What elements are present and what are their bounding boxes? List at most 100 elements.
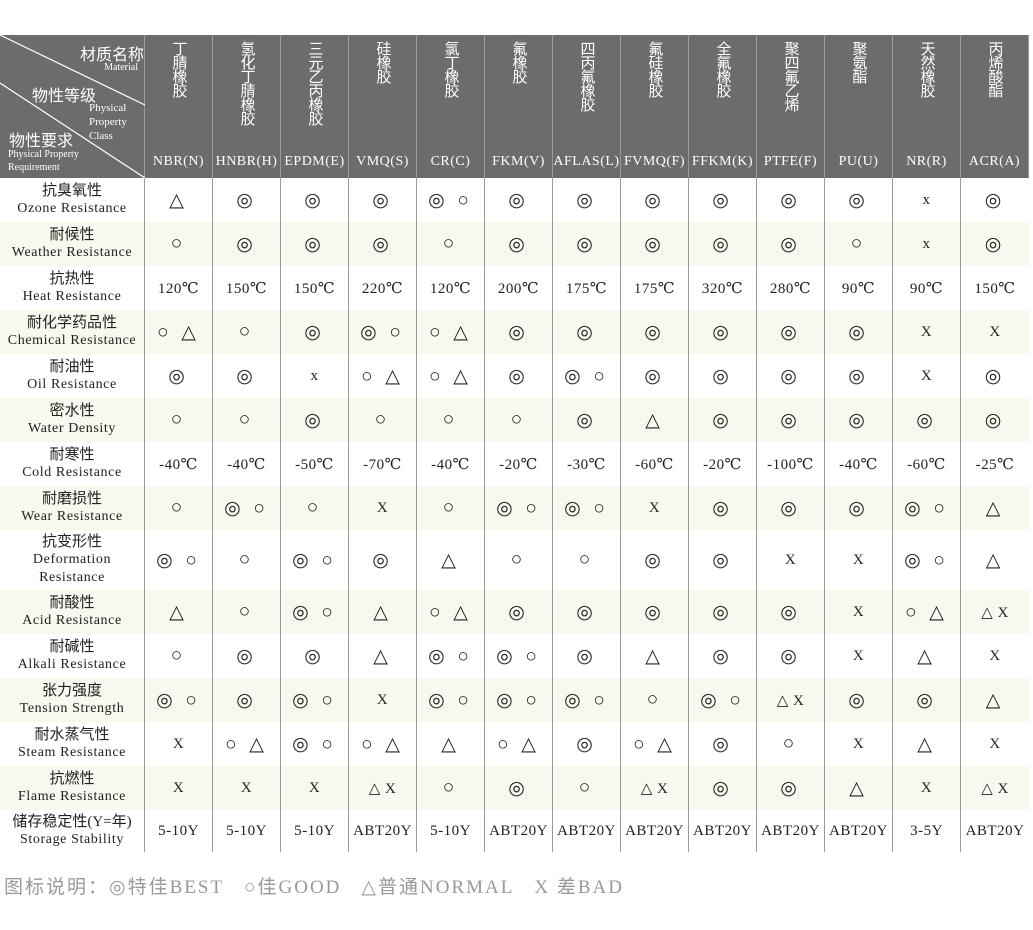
rating-value: -100℃ bbox=[767, 456, 814, 473]
diagonal-lines bbox=[0, 35, 145, 178]
rating-cell: 320℃ bbox=[689, 266, 757, 310]
rating-cell: ○ bbox=[213, 530, 281, 590]
material-code: FVMQ(F) bbox=[623, 154, 686, 169]
table-row: 耐酸性 Acid Resistance △ ○ ◎ ○ △ ○ △ ◎ ◎ ◎ ◎ ◎ X ○ △ △ X bbox=[0, 590, 1029, 634]
rating-cell: ○ △ bbox=[417, 310, 485, 354]
rating-value: △ bbox=[917, 733, 936, 755]
rating-value: ◎ bbox=[780, 601, 801, 623]
property-label-cell: 密水性 Water Density bbox=[0, 398, 145, 442]
property-name-en: Storage Stability bbox=[20, 832, 124, 847]
rating-value: ○ △ bbox=[361, 733, 404, 755]
rating-value: ○ bbox=[170, 409, 187, 430]
material-name-zh: 丙烯酸酯 bbox=[986, 41, 1003, 97]
rating-cell: ◎ bbox=[757, 310, 825, 354]
rating-value: 5-10Y bbox=[430, 822, 471, 839]
rating-cell: △ bbox=[145, 178, 213, 222]
rating-value: -40℃ bbox=[431, 456, 470, 473]
rating-value: ABT20Y bbox=[761, 822, 820, 839]
material-name-zh: 氟硅橡胶 bbox=[646, 41, 663, 97]
rating-cell: -20℃ bbox=[485, 442, 553, 486]
rating-value: X bbox=[852, 647, 865, 664]
rating-value: ◎ bbox=[848, 321, 869, 343]
rating-cell: -40℃ bbox=[825, 442, 893, 486]
property-name-zh: 耐酸性 bbox=[49, 595, 95, 611]
rating-cell: ◎ bbox=[689, 634, 757, 678]
table-header-row: 材质名称 Material 物性等级 Physical Property Cla… bbox=[0, 35, 1029, 178]
property-label-cell: 抗燃性 Flame Resistance bbox=[0, 766, 145, 810]
rating-value: ◎ bbox=[644, 365, 665, 387]
rating-cell: ○ △ bbox=[417, 590, 485, 634]
rating-cell: x bbox=[893, 222, 961, 266]
rating-value: ◎ bbox=[848, 189, 869, 211]
rating-cell: ○ bbox=[213, 398, 281, 442]
rating-cell: ◎ ○ bbox=[417, 634, 485, 678]
rating-value: ◎ ○ bbox=[564, 689, 609, 711]
rating-value: ABT20Y bbox=[693, 822, 752, 839]
material-header-cell: 氢化丁腈橡胶 HNBR(H) bbox=[213, 35, 281, 178]
rating-cell: ABT20Y bbox=[961, 810, 1029, 852]
rating-value: ABT20Y bbox=[625, 822, 684, 839]
rating-value: △ bbox=[985, 689, 1005, 711]
rating-cell: ◎ bbox=[825, 354, 893, 398]
rating-value: ABT20Y bbox=[965, 822, 1025, 839]
rating-value: △ bbox=[169, 189, 188, 211]
rating-value: ◎ bbox=[916, 689, 937, 711]
rating-cell: ◎ bbox=[757, 354, 825, 398]
property-name-en: Weather Resistance bbox=[11, 245, 133, 260]
rating-cell: ◎ bbox=[213, 354, 281, 398]
rating-cell: ○ △ bbox=[485, 722, 553, 766]
class-label-zh: 物性等级 bbox=[32, 88, 97, 105]
rating-cell: △ bbox=[621, 634, 689, 678]
rating-value: ◎ bbox=[576, 645, 597, 667]
rating-cell: ○ bbox=[145, 634, 213, 678]
rating-value: ◎ bbox=[644, 189, 665, 211]
rating-cell: ◎ bbox=[553, 222, 621, 266]
rating-cell: X bbox=[825, 530, 893, 590]
rating-cell: ◎ ○ bbox=[281, 530, 349, 590]
rating-cell: ◎ ○ bbox=[689, 678, 757, 722]
rating-cell: X bbox=[893, 310, 961, 354]
table-row: 张力强度 Tension Strength ◎ ○ ◎ ◎ ○ X ◎ ○ ◎ ○ ◎ ○ ○ ◎ … bbox=[0, 678, 1029, 722]
rating-value: ○ bbox=[850, 233, 867, 254]
rating-cell: -60℃ bbox=[621, 442, 689, 486]
rating-cell: ○ △ bbox=[417, 354, 485, 398]
material-name-zh: 氟橡胶 bbox=[510, 41, 527, 83]
rating-value: ◎ ○ bbox=[292, 733, 337, 755]
rating-value: ABT20Y bbox=[829, 822, 888, 839]
rating-cell: ◎ bbox=[757, 486, 825, 530]
property-name-en: Heat Resistance bbox=[22, 289, 122, 304]
rating-cell: ○ bbox=[349, 398, 417, 442]
material-header-cell: 硅橡胶 VMQ(S) bbox=[349, 35, 417, 178]
material-name-zh: 丁腈橡胶 bbox=[170, 41, 187, 97]
rating-value: ABT20Y bbox=[353, 822, 412, 839]
property-name-zh: 抗臭氧性 bbox=[41, 183, 102, 199]
rating-cell: ◎ bbox=[825, 310, 893, 354]
rating-value: ◎ bbox=[712, 365, 733, 387]
rating-cell: ◎ bbox=[689, 178, 757, 222]
rating-cell: ◎ bbox=[961, 178, 1029, 222]
rating-cell: △ bbox=[893, 634, 961, 678]
rating-value: X bbox=[852, 551, 865, 568]
property-name-en: Ozone Resistance bbox=[17, 201, 127, 216]
rating-cell: ○ bbox=[553, 530, 621, 590]
rating-cell: ○ bbox=[417, 486, 485, 530]
material-code: PTFE(F) bbox=[763, 154, 818, 169]
rating-cell: ◎ ○ bbox=[281, 590, 349, 634]
material-header-cell: 丁腈橡胶 NBR(N) bbox=[145, 35, 213, 178]
rating-value: ◎ bbox=[644, 321, 665, 343]
requirement-label-en: Requirement bbox=[8, 162, 60, 173]
rating-cell: ◎ ○ bbox=[281, 678, 349, 722]
material-name-zh: 三元乙丙橡胶 bbox=[306, 41, 323, 125]
rating-value: ○ bbox=[510, 409, 527, 430]
rating-value: X bbox=[989, 735, 1001, 752]
rating-cell: ◎ bbox=[281, 222, 349, 266]
rating-cell: ◎ bbox=[281, 398, 349, 442]
rating-value: ◎ bbox=[508, 189, 529, 211]
rating-value: -30℃ bbox=[567, 456, 606, 473]
rating-value: ◎ ○ bbox=[496, 497, 541, 519]
table-row: 抗燃性 Flame Resistance X X X △ X ○ ◎ ○ △ X ◎ ◎ △ X △ X bbox=[0, 766, 1029, 810]
rating-value: ◎ bbox=[576, 189, 597, 211]
rating-value: ◎ bbox=[780, 409, 801, 431]
rating-cell: ◎ ○ bbox=[553, 354, 621, 398]
rating-cell: -50℃ bbox=[281, 442, 349, 486]
